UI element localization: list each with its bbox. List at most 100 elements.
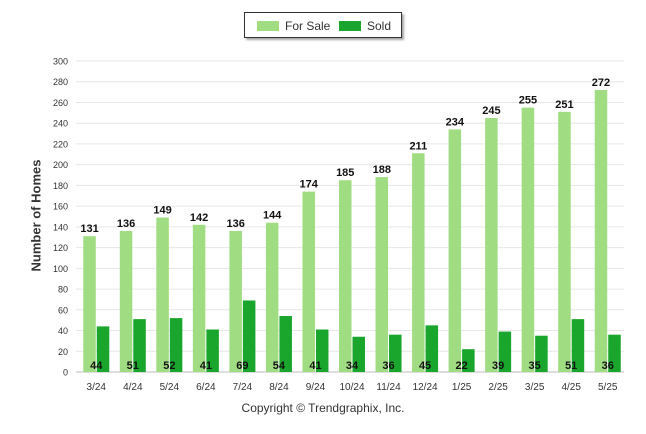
bar-sold [389,334,402,372]
data-label-sold: 51 [565,360,577,372]
data-label-for-sale: 234 [446,116,465,128]
data-label-sold: 34 [346,360,359,372]
data-label-sold: 54 [273,360,286,372]
bar-for-sale [156,217,169,372]
y-tick-label: 240 [53,119,68,129]
legend-label-for-sale: For Sale [285,19,331,33]
y-tick-label: 140 [53,222,68,232]
bar-sold [96,326,110,372]
legend-swatch-sold [339,20,361,31]
x-axis-ticks: 3/24 4/24 5/24 6/24 7/24 8/24 9/24 10/24 11/24 12… [87,382,618,393]
x-tick-label: 1/25 [452,382,472,393]
x-tick-label: 12/24 [413,382,438,393]
data-label-sold: 22 [455,360,467,372]
data-label-for-sale: 131 [80,223,98,235]
data-label-sold: 35 [529,360,541,372]
x-tick-label: 3/24 [87,382,107,393]
x-tick-label: 6/24 [196,382,216,393]
x-tick-label: 2/25 [488,382,508,393]
y-axis-ticks: 0 20 40 60 80 100 120 140 160 180 200 220 240 260 280 3… [53,57,68,378]
y-tick-label: 120 [53,243,68,253]
y-tick-label: 280 [53,77,68,87]
bar-for-sale [302,191,315,372]
bar-sold [352,336,365,372]
bar-sold [279,316,292,372]
data-label-for-sale: 149 [153,205,171,217]
data-label-for-sale: 174 [300,179,319,191]
x-tick-label: 10/24 [339,382,364,393]
x-tick-label: 9/24 [306,382,326,393]
y-axis-title: Number of Homes [28,159,44,272]
legend-item-for-sale[interactable]: For Sale [257,19,330,33]
bar-for-sale [412,153,425,372]
bar-for-sale [375,177,389,372]
bar-for-sale [119,231,133,372]
y-tick-label: 220 [53,139,68,149]
data-label-for-sale: 136 [117,218,135,230]
bar-for-sale [521,107,535,373]
bar-sold [608,334,621,372]
x-tick-label: 5/24 [160,382,180,393]
y-tick-label: 80 [58,285,68,295]
data-label-for-sale: 272 [592,77,610,89]
x-tick-label: 4/24 [123,382,143,393]
data-label-sold: 39 [492,360,504,372]
x-tick-label: 4/25 [561,382,581,393]
y-tick-label: 180 [53,181,68,191]
data-label-for-sale: 251 [555,99,573,111]
data-label-sold: 41 [200,360,212,372]
data-label-sold: 52 [163,360,175,372]
bar-for-sale [558,111,571,373]
bar-sold [425,325,439,372]
data-label-sold: 69 [236,360,248,372]
bar-sold [169,318,183,372]
x-tick-label: 8/24 [269,382,289,393]
y-tick-label: 260 [53,98,68,108]
bar-for-sale [229,231,242,372]
data-label-sold: 45 [419,360,431,372]
bars-group: 131 44 136 51 149 52 142 41 136 69 144 54 174 41 185 34… [80,77,621,373]
x-tick-label: 5/25 [598,382,618,393]
y-tick-label: 160 [53,202,68,212]
data-label-for-sale: 144 [263,210,282,222]
y-tick-label: 200 [53,160,68,170]
data-label-sold: 51 [127,360,139,372]
bar-sold [206,329,219,372]
bar-sold [462,349,475,372]
legend-label-sold: Sold [367,19,392,33]
bar-for-sale [448,129,462,372]
data-label-for-sale: 188 [373,164,391,176]
bar-for-sale [339,180,352,372]
legend-item-sold[interactable]: Sold [339,19,391,33]
data-label-sold: 44 [90,360,103,372]
x-tick-label: 11/24 [376,382,401,393]
y-tick-label: 40 [58,326,68,336]
bar-sold [133,319,146,372]
bar-for-sale [485,118,498,373]
bar-for-sale [594,90,608,372]
data-label-for-sale: 255 [519,95,537,107]
data-label-for-sale: 142 [190,212,208,224]
data-label-for-sale: 211 [409,140,427,152]
bar-for-sale [192,224,206,372]
bar-sold [571,319,585,372]
data-label-sold: 41 [309,360,321,372]
y-tick-label: 0 [63,368,68,378]
x-tick-label: 7/24 [233,382,253,393]
data-label-for-sale: 185 [336,167,354,179]
data-label-sold: 36 [382,360,394,372]
y-tick-label: 20 [58,347,68,357]
data-label-sold: 36 [602,360,614,372]
y-tick-label: 60 [58,305,68,315]
legend: For Sale Sold [244,12,402,38]
copyright-text: Copyright © Trendgraphix, Inc. [241,401,405,415]
bar-sold [498,331,512,372]
legend-swatch-for-sale [257,20,279,31]
bar-sold [315,329,329,372]
data-label-for-sale: 136 [226,218,244,230]
bar-sold [242,300,256,372]
y-tick-label: 300 [53,57,68,67]
bar-sold [535,335,548,372]
x-tick-label: 3/25 [525,382,545,393]
